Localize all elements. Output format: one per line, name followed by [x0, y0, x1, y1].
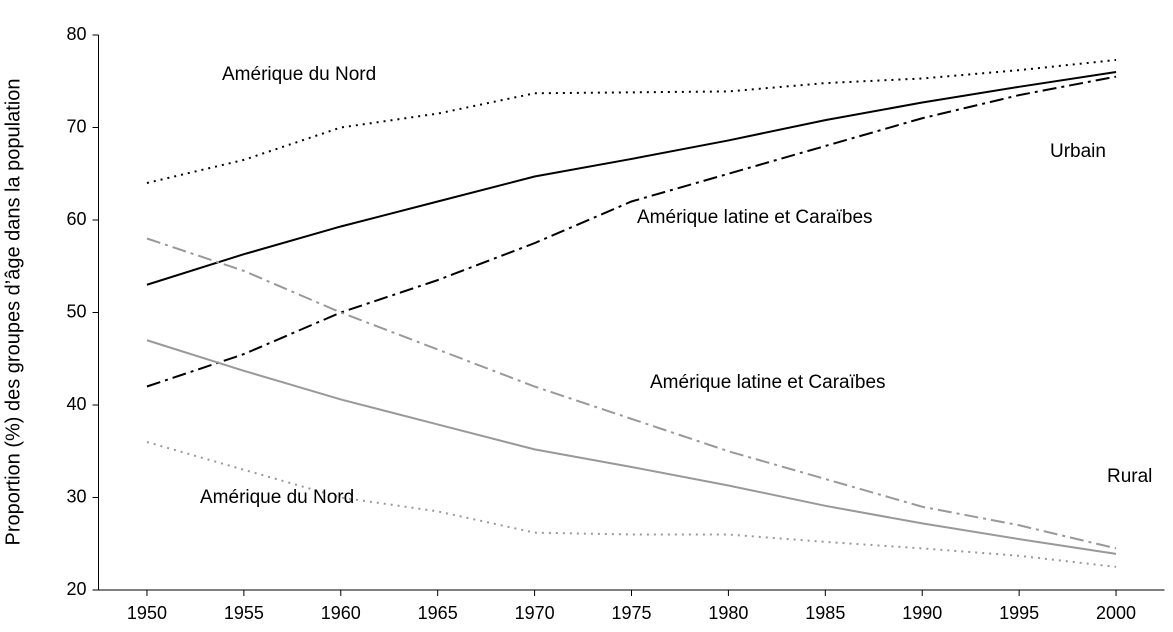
- series-label: Amérique latine et Caraïbes: [650, 372, 886, 393]
- y-axis-label: Proportion (%) des groupes d’âge dans la…: [2, 79, 24, 546]
- x-tick-label: 1965: [418, 603, 458, 623]
- x-tick-label: 2000: [1096, 603, 1136, 623]
- series-line: [146, 237, 1117, 550]
- x-tick-label: 1970: [515, 603, 555, 623]
- y-tick-label: 70: [66, 116, 86, 136]
- series-label: Rural: [1107, 466, 1152, 487]
- y-tick-label: 80: [66, 24, 86, 44]
- y-tick-label: 30: [66, 486, 86, 506]
- y-tick-label: 20: [66, 579, 86, 599]
- y-tick-label: 50: [66, 301, 86, 321]
- x-tick-label: 1950: [127, 603, 167, 623]
- series-line: [146, 58, 1117, 184]
- x-tick-label: 1955: [224, 603, 264, 623]
- x-tick-label: 1985: [805, 603, 845, 623]
- y-tick-label: 40: [66, 394, 86, 414]
- x-tick-label: 1995: [999, 603, 1039, 623]
- series-line: [146, 75, 1117, 388]
- series-line: [146, 71, 1117, 286]
- series-line: [146, 441, 1117, 568]
- series-label: Amérique du Nord: [222, 64, 376, 85]
- series-line: [146, 339, 1117, 555]
- y-tick-label: 60: [66, 209, 86, 229]
- x-tick-label: 1960: [321, 603, 361, 623]
- x-tick-label: 1990: [902, 603, 942, 623]
- x-tick-label: 1975: [611, 603, 651, 623]
- series-label: Amérique latine et Caraïbes: [637, 207, 873, 228]
- series-label: Amérique du Nord: [200, 487, 354, 508]
- x-tick-label: 1980: [708, 603, 748, 623]
- series-label: Urbain: [1050, 141, 1106, 162]
